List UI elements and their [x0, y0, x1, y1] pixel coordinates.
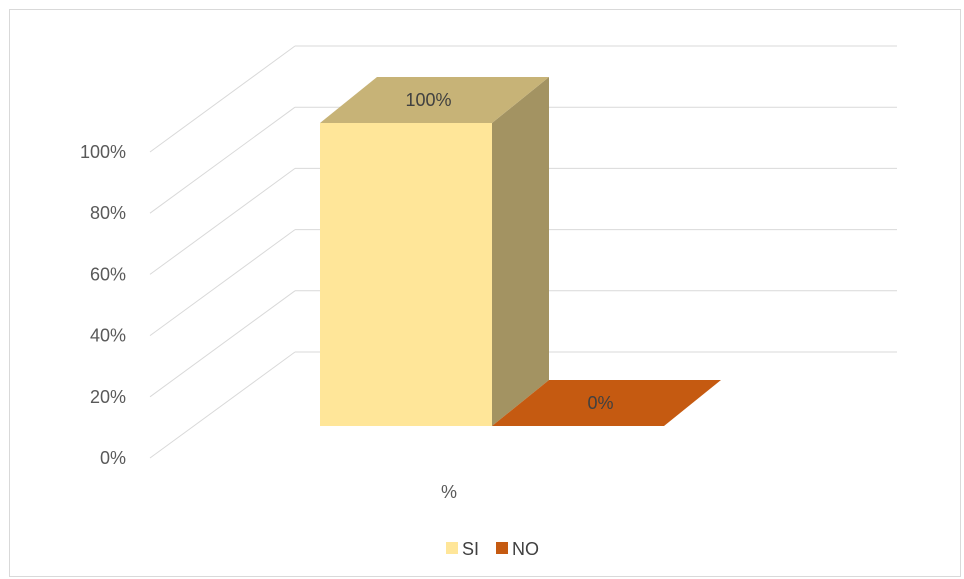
legend-swatch-no: [496, 542, 508, 554]
bars: [320, 77, 721, 426]
y-tick-label: 0%: [100, 448, 126, 468]
bar-si-side: [492, 77, 549, 426]
data-label-no: 0%: [587, 393, 613, 413]
legend: SI NO: [446, 539, 539, 559]
gridline-side: [149, 351, 296, 459]
y-tick-label: 80%: [90, 203, 126, 223]
bar-si-top: [320, 77, 549, 123]
gridline-side: [149, 290, 296, 398]
bar-no-top: [492, 380, 721, 426]
gridline-side: [149, 106, 296, 214]
chart-frame: [9, 9, 961, 577]
y-tick-label: 60%: [90, 264, 126, 284]
gridline-side: [149, 167, 296, 275]
bar-si-front: [320, 123, 492, 426]
gridline-side: [149, 229, 296, 337]
data-labels: 100% 0%: [405, 90, 613, 413]
y-tick-label: 100%: [80, 142, 126, 162]
legend-label-si: SI: [462, 539, 479, 559]
y-axis-tick-labels: 0% 20% 40% 60% 80% 100%: [80, 142, 126, 468]
gridline-side: [149, 45, 296, 153]
x-axis-category-label: %: [441, 482, 457, 502]
legend-label-no: NO: [512, 539, 539, 559]
y-tick-label: 20%: [90, 387, 126, 407]
legend-swatch-si: [446, 542, 458, 554]
data-label-si: 100%: [405, 90, 451, 110]
y-tick-label: 40%: [90, 326, 126, 346]
